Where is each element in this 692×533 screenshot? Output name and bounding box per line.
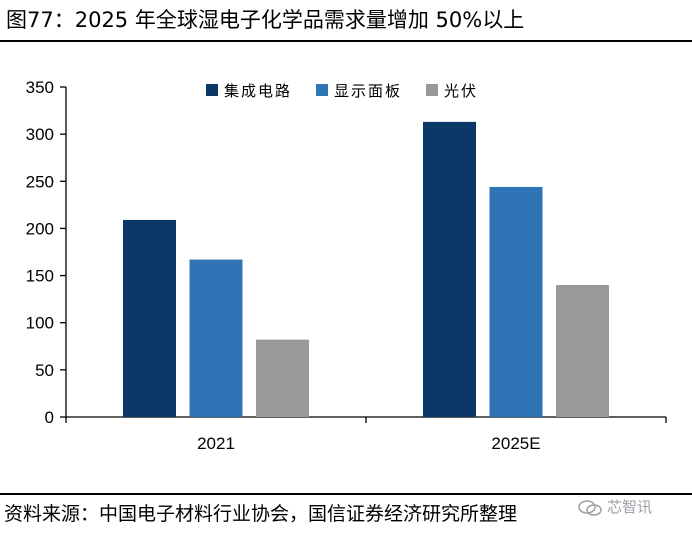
- legend-swatch: [206, 84, 218, 96]
- legend-swatch: [426, 84, 438, 96]
- y-tick-label: 300: [26, 125, 54, 144]
- watermark: 芯智讯: [577, 496, 652, 517]
- legend-label: 光伏: [444, 82, 478, 100]
- y-tick-label: 250: [26, 172, 54, 191]
- y-tick-label: 200: [26, 219, 54, 238]
- y-tick-label: 50: [35, 361, 54, 380]
- x-tick-label: 2025E: [491, 434, 540, 453]
- y-tick-label: 350: [26, 78, 54, 97]
- figure-title: 图77：2025 年全球湿电子化学品需求量增加 50%以上: [6, 8, 525, 32]
- chart-legend: 集成电路 显示面板 光伏: [206, 82, 478, 100]
- y-tick-label: 150: [26, 267, 54, 286]
- source-divider: [0, 493, 692, 495]
- watermark-text: 芯智讯: [607, 498, 653, 516]
- bar: [489, 186, 543, 417]
- x-tick-label: 2021: [197, 434, 235, 453]
- chart-bars: [123, 121, 609, 417]
- y-tick-label: 100: [26, 314, 54, 333]
- source-note: 资料来源：中国电子材料行业协会，国信证券经济研究所整理: [4, 503, 518, 525]
- title-divider: [0, 40, 692, 42]
- bar: [256, 339, 309, 417]
- bar: [423, 121, 476, 417]
- legend-label: 显示面板: [334, 82, 402, 100]
- legend-label: 集成电路: [224, 82, 292, 100]
- bar: [189, 259, 243, 417]
- y-tick-label: 0: [45, 408, 54, 427]
- wechat-icon: [578, 499, 602, 516]
- legend-swatch: [316, 84, 328, 96]
- bar-chart: 0 50 100 150 200 250 300 350 2021 2025E 集成电路 显示面板 光…: [26, 78, 667, 453]
- bar: [556, 285, 609, 417]
- bar: [123, 219, 176, 417]
